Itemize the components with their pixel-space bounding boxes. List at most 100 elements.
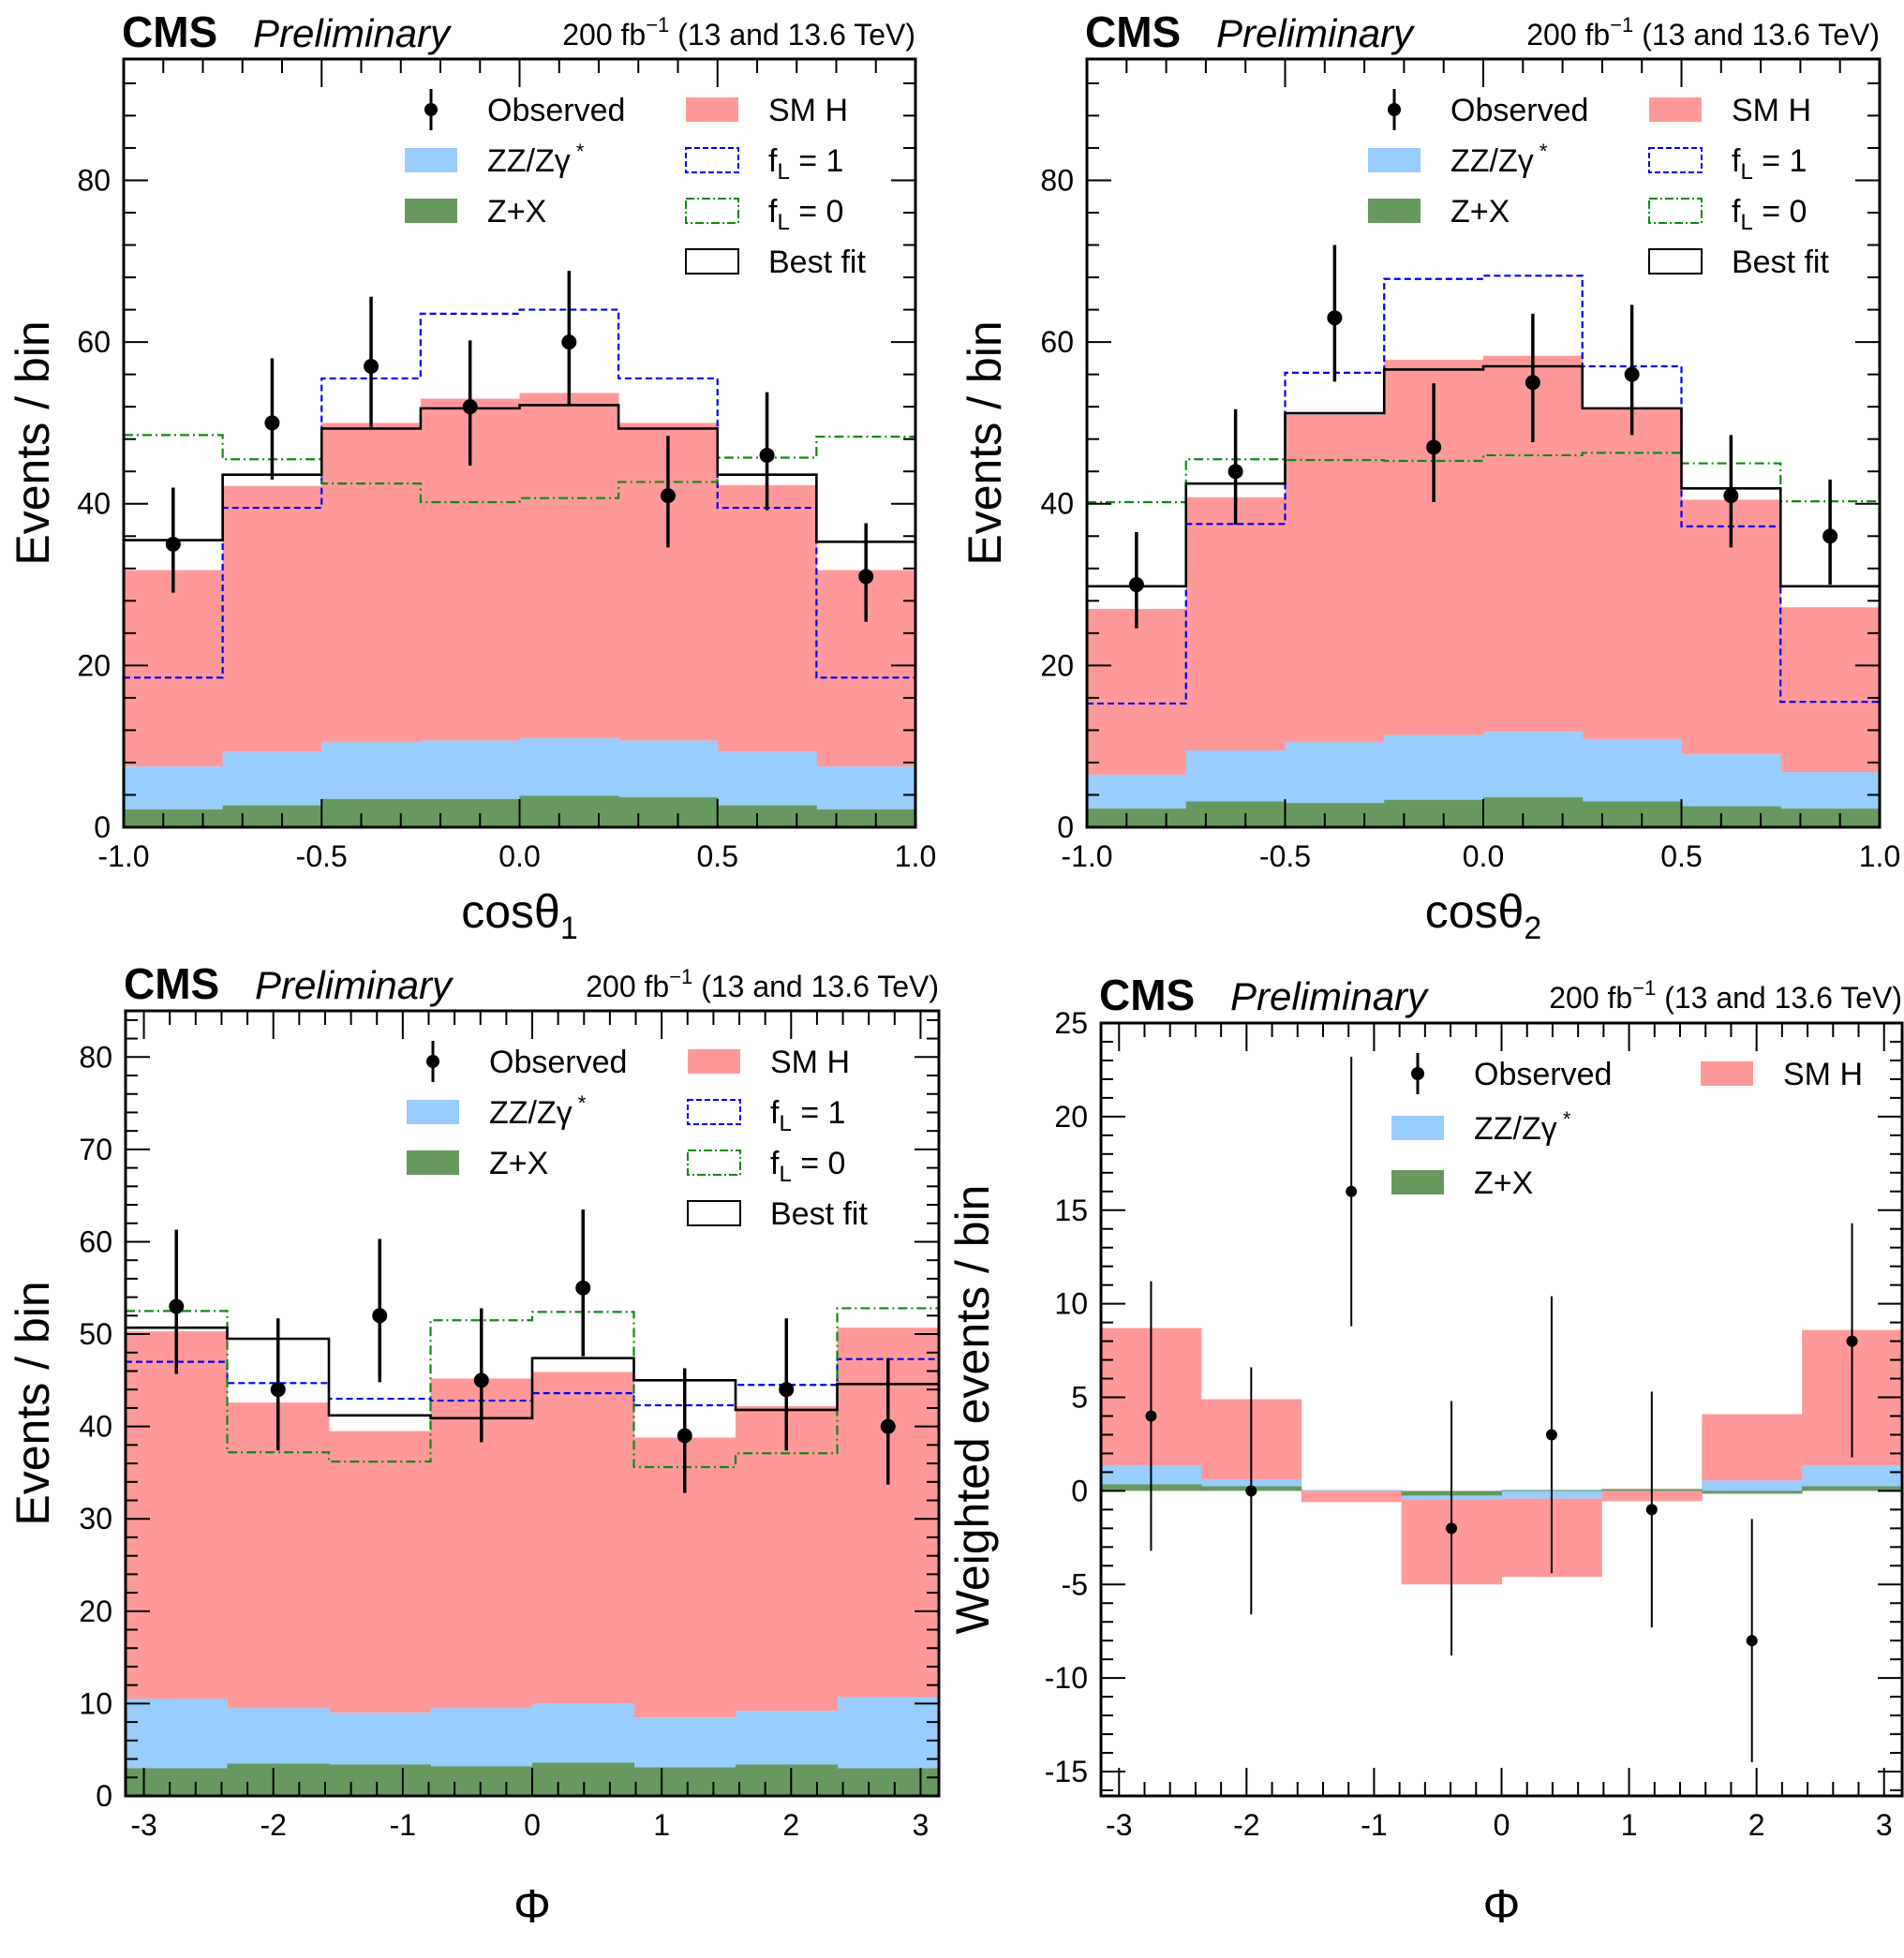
legend-swatch bbox=[1648, 147, 1703, 173]
legend-entry: ZZ/Zγ * bbox=[407, 1091, 587, 1131]
x-tick-label: -0.5 bbox=[1259, 839, 1311, 873]
x-tick-label: -2 bbox=[260, 1808, 286, 1842]
plot-area bbox=[1087, 245, 1880, 827]
zz-bar bbox=[837, 1697, 939, 1769]
observed-point bbox=[473, 1372, 489, 1388]
legend-label: fL = 0 bbox=[768, 194, 843, 235]
zz-bar bbox=[1582, 738, 1682, 802]
x-tick-label: 0.5 bbox=[1660, 839, 1702, 873]
y-tick-label: 15 bbox=[1054, 1194, 1088, 1227]
legend-entry: SM H bbox=[1701, 1057, 1863, 1092]
x-axis-label: Φ bbox=[1483, 1880, 1521, 1933]
observed-point bbox=[1128, 577, 1144, 593]
sm-h-bar bbox=[227, 1402, 330, 1709]
zx-bar bbox=[519, 795, 619, 827]
legend-entry: fL = 0 bbox=[685, 194, 843, 235]
observed-point bbox=[1525, 375, 1540, 391]
legend-label: Observed bbox=[487, 93, 625, 128]
legend-swatch bbox=[686, 97, 738, 122]
sm-h-bar bbox=[532, 1372, 634, 1704]
observed-point bbox=[1746, 1635, 1758, 1647]
legend-label: ZZ/Zγ * bbox=[489, 1091, 587, 1131]
zz-bar bbox=[1185, 750, 1286, 802]
lumi-label: 200 fb−1 (13 and 13.6 TeV) bbox=[562, 13, 915, 52]
y-tick-label: 25 bbox=[1054, 1006, 1088, 1040]
legend-entry: fL = 0 bbox=[687, 1146, 845, 1187]
observed-point bbox=[1227, 464, 1243, 480]
zz-bar bbox=[321, 742, 422, 799]
legend: Observed SM H ZZ/Zγ * Z+X bbox=[1391, 1053, 1863, 1201]
y-tick-label: 0 bbox=[94, 810, 111, 844]
observed-point bbox=[1822, 528, 1838, 544]
zx-bar bbox=[124, 809, 224, 827]
cms-label: CMS bbox=[1099, 971, 1195, 1019]
legend-swatch bbox=[687, 1150, 741, 1176]
observed-point bbox=[264, 415, 280, 431]
observed-point bbox=[1446, 1522, 1458, 1535]
zz-bar bbox=[227, 1708, 330, 1764]
y-tick-label: 20 bbox=[1040, 648, 1074, 682]
legend-entry: fL = 1 bbox=[685, 143, 843, 185]
zz-bar bbox=[1301, 1490, 1403, 1491]
zz-bar bbox=[1802, 1465, 1902, 1487]
legend-label: SM H bbox=[768, 93, 848, 128]
chart-phi-weighted: CMS Preliminary 200 fb−1 (13 and 13.6 TeV)… bbox=[946, 971, 1904, 1933]
x-tick-label: 3 bbox=[913, 1808, 930, 1842]
x-tick-label: -0.5 bbox=[296, 839, 348, 873]
y-tick-label: 40 bbox=[1040, 487, 1074, 521]
zz-bar bbox=[1384, 734, 1484, 800]
observed-point bbox=[759, 447, 775, 463]
legend-swatch bbox=[685, 147, 739, 173]
x-tick-label: -2 bbox=[1233, 1808, 1259, 1842]
sm-h-bar bbox=[1185, 497, 1286, 750]
plot-area bbox=[1101, 1056, 1902, 1763]
zz-bar bbox=[1285, 742, 1385, 804]
zx-bar bbox=[222, 805, 322, 827]
observed-point bbox=[880, 1418, 896, 1434]
y-tick-label: -10 bbox=[1045, 1661, 1088, 1695]
chart-phi: CMS Preliminary 200 fb−1 (13 and 13.6 TeV)… bbox=[7, 959, 941, 1933]
legend-swatch bbox=[1368, 148, 1421, 172]
y-tick-label: 60 bbox=[79, 1224, 112, 1258]
legend-label: Observed bbox=[1450, 93, 1588, 128]
legend-label: SM H bbox=[1783, 1057, 1863, 1092]
zx-bar bbox=[1483, 797, 1584, 827]
panel-cos-theta1: CMS Preliminary 200 fb−1 (13 and 13.6 TeV)… bbox=[0, 0, 952, 956]
chart-cos-theta1: CMS Preliminary 200 fb−1 (13 and 13.6 TeV)… bbox=[7, 7, 936, 946]
x-tick-label: 2 bbox=[782, 1808, 799, 1842]
legend-entry: ZZ/Zγ * bbox=[405, 140, 585, 179]
legend-entry: fL = 1 bbox=[1648, 143, 1807, 185]
legend-label: SM H bbox=[1732, 93, 1811, 128]
legend: Observed SM H ZZ/Zγ * fL = 1 Z+X fL = 0 Best f… bbox=[405, 89, 866, 280]
x-axis-label: Φ bbox=[513, 1880, 551, 1933]
zx-bar bbox=[1780, 808, 1880, 827]
x-tick-label: 1.0 bbox=[1859, 839, 1900, 873]
observed-point bbox=[1346, 1185, 1358, 1197]
sm-h-bar bbox=[519, 393, 619, 739]
y-tick-label: 70 bbox=[79, 1133, 112, 1166]
legend-swatch bbox=[407, 1100, 459, 1124]
legend-entry: Best fit bbox=[685, 245, 866, 280]
zz-bar bbox=[816, 766, 915, 810]
zx-bar bbox=[227, 1763, 330, 1796]
preliminary-label: Preliminary bbox=[253, 11, 453, 55]
legend-entry: SM H bbox=[1649, 93, 1811, 128]
zz-bar bbox=[1702, 1480, 1803, 1494]
y-tick-label: 80 bbox=[1040, 163, 1074, 197]
x-tick-label: -1.0 bbox=[97, 839, 149, 873]
legend-entry: SM H bbox=[688, 1045, 850, 1080]
panel-phi: CMS Preliminary 200 fb−1 (13 and 13.6 TeV)… bbox=[0, 956, 952, 1953]
sm-h-bar bbox=[1780, 607, 1880, 773]
y-tick-label: 80 bbox=[77, 163, 111, 197]
zx-bar bbox=[126, 1768, 228, 1796]
legend-entry: Observed bbox=[1388, 89, 1588, 130]
legend-entry: fL = 0 bbox=[1648, 194, 1807, 235]
observed-point bbox=[462, 399, 478, 415]
observed-point bbox=[677, 1428, 692, 1444]
zx-bar bbox=[1702, 1491, 1803, 1494]
chart-cos-theta2: CMS Preliminary 200 fb−1 (13 and 13.6 TeV)… bbox=[959, 7, 1900, 946]
observed-point bbox=[1145, 1410, 1157, 1422]
preliminary-label: Preliminary bbox=[1216, 11, 1416, 55]
zx-bar bbox=[1087, 808, 1187, 827]
legend-label: SM H bbox=[770, 1045, 850, 1080]
